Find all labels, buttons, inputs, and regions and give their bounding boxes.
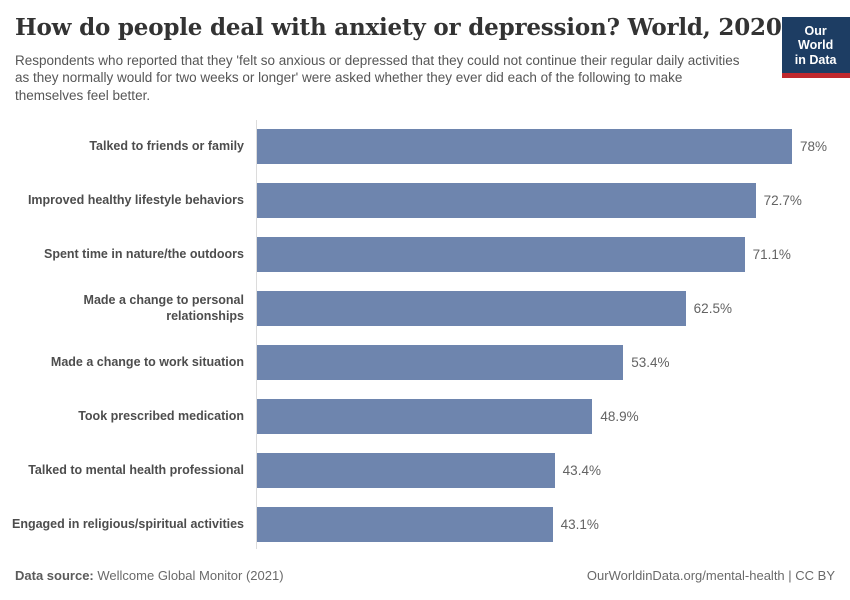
value-label: 43.1% <box>560 516 599 532</box>
bar[interactable] <box>257 452 555 488</box>
chart-footer: Data source: Wellcome Global Monitor (20… <box>15 568 835 583</box>
value-label: 62.5% <box>693 300 732 316</box>
data-source-value: Wellcome Global Monitor (2021) <box>97 568 284 583</box>
bar-row: Spent time in nature/the outdoors 71.1% <box>10 227 840 281</box>
bar[interactable] <box>257 128 792 164</box>
category-label: Took prescribed medication <box>78 409 244 424</box>
bar[interactable] <box>257 290 686 326</box>
category-label: Spent time in nature/the outdoors <box>43 247 244 262</box>
bar-track: 53.4% <box>254 335 840 389</box>
category-label: Made a change to work situation <box>50 355 244 370</box>
category-label: Made a change to personal relationships <box>83 292 244 324</box>
attribution-link[interactable]: OurWorldinData.org/mental-health | CC BY <box>586 568 835 583</box>
bar[interactable] <box>257 236 745 272</box>
bar-row: Talked to friends or family 78% <box>10 119 840 173</box>
bar-row: Made a change to work situation 53.4% <box>10 335 840 389</box>
category-label: Improved healthy lifestyle behaviors <box>27 193 244 208</box>
bar-row: Took prescribed medication 48.9% <box>10 389 840 443</box>
heading-block: How do people deal with anxiety or depre… <box>15 14 782 104</box>
bar[interactable] <box>257 506 553 542</box>
data-source: Data source: Wellcome Global Monitor (20… <box>15 568 284 583</box>
bar[interactable] <box>257 344 624 380</box>
bar[interactable] <box>257 398 593 434</box>
bar-row: Made a change to personal relationships 6… <box>10 281 840 335</box>
bar-rows: Talked to friends or family 78% Improved h… <box>10 119 840 551</box>
bar-track: 43.4% <box>254 443 840 497</box>
bar-track: 62.5% <box>254 281 840 335</box>
bar-track: 43.1% <box>254 497 840 551</box>
bar-row: Talked to mental health professional 43.4… <box>10 443 840 497</box>
category-label: Talked to friends or family <box>89 139 244 154</box>
category-label: Talked to mental health professional <box>28 463 244 478</box>
owid-logo-line1: Our World <box>798 24 834 53</box>
bar-row: Engaged in religious/spiritual activitie… <box>10 497 840 551</box>
y-axis-line <box>256 120 257 550</box>
data-source-label: Data source: <box>15 568 94 583</box>
value-label: 71.1% <box>752 246 791 262</box>
value-label: 48.9% <box>600 408 639 424</box>
value-label: 72.7% <box>763 192 802 208</box>
bar-track: 78% <box>254 119 840 173</box>
chart-subtitle: Respondents who reported that they 'felt… <box>15 52 740 103</box>
chart-title: How do people deal with anxiety or depre… <box>15 14 782 41</box>
value-label: 53.4% <box>631 354 670 370</box>
owid-logo: Our World in Data <box>781 17 850 79</box>
bar[interactable] <box>257 182 756 218</box>
chart-header: How do people deal with anxiety or depre… <box>0 0 850 104</box>
bar-row: Improved healthy lifestyle behaviors 72.7… <box>10 173 840 227</box>
value-label: 78% <box>799 138 828 154</box>
bar-track: 72.7% <box>254 173 840 227</box>
bar-chart: Talked to friends or family 78% Improved h… <box>10 119 840 551</box>
value-label: 43.4% <box>562 462 601 478</box>
owid-logo-line2: in Data <box>794 52 837 67</box>
bar-track: 48.9% <box>254 389 840 443</box>
bar-track: 71.1% <box>254 227 840 281</box>
category-label: Engaged in religious/spiritual activitie… <box>11 517 244 532</box>
